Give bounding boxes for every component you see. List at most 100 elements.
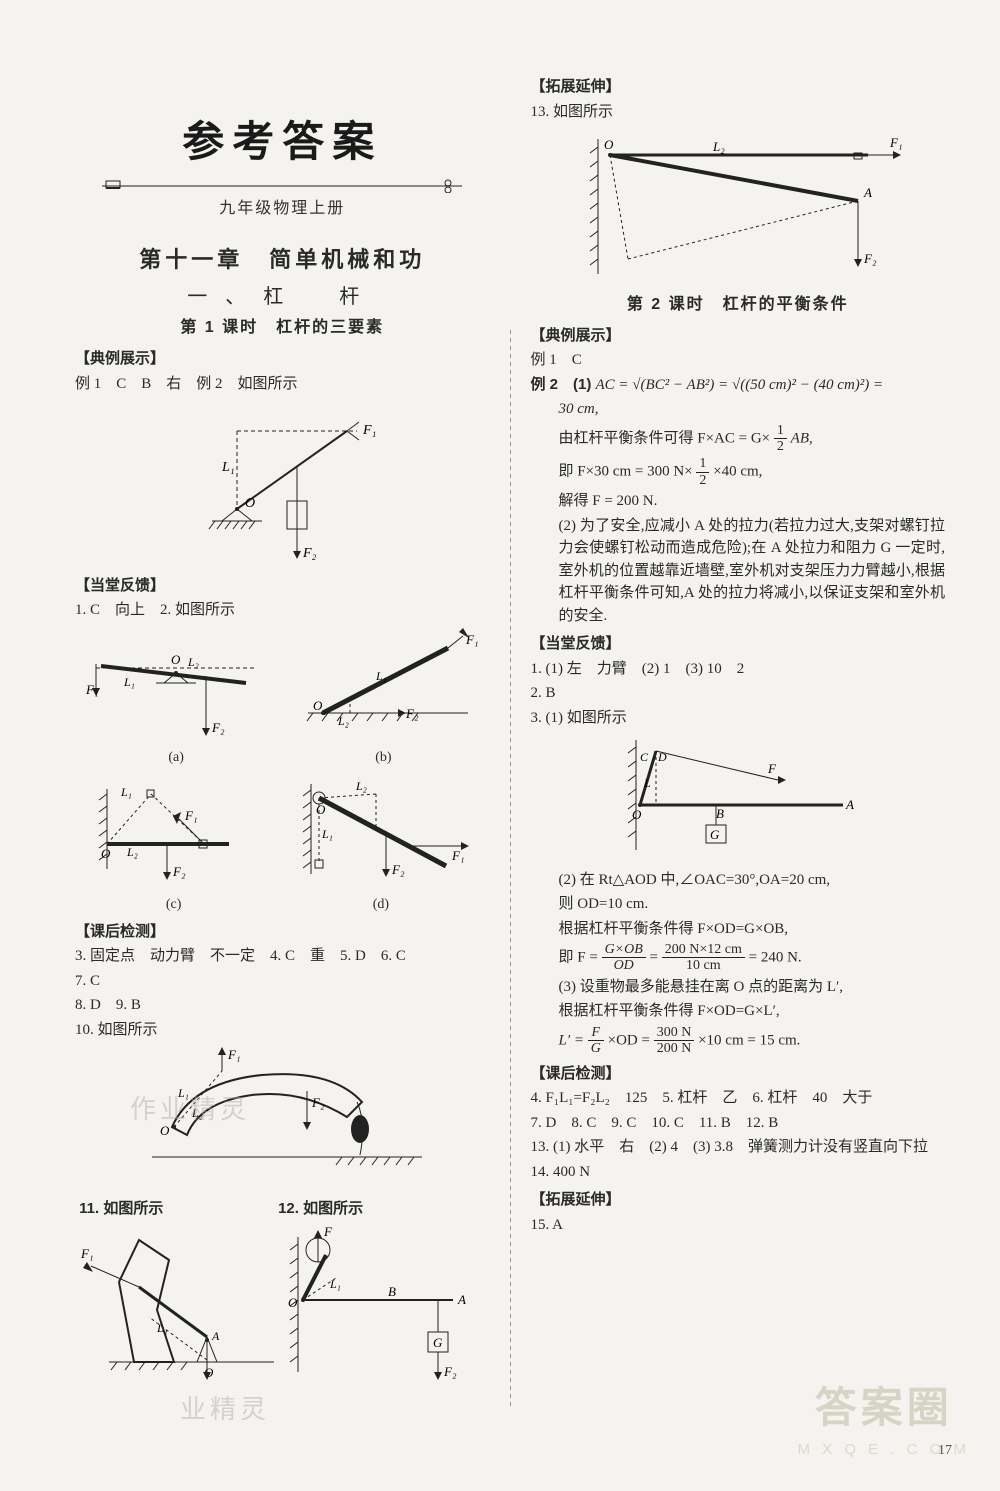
l2-ex2-l1-text: 由杠杆平衡条件可得 F×AC = G× [559, 430, 771, 446]
kh7: 7. C [75, 970, 490, 993]
svg-text:L₁: L₁ [375, 669, 387, 683]
svg-text:O: O [604, 137, 614, 152]
ghost-text-2: 业精灵 [180, 1390, 270, 1429]
fig-11: O L₁ F₁ A [79, 1222, 279, 1382]
svg-text:F₂: F₂ [302, 546, 317, 561]
f-num-d: 10 cm [662, 958, 745, 973]
fig-b-wrap: O L₂ F₂ L₁ F₁ (b) [288, 628, 478, 769]
l2-kh4: 4. F₁L₁=F₂L₂ 125 5. 杠杆 乙 6. 杠杆 40 大于 [531, 1087, 946, 1110]
fig-c-label: (c) [89, 894, 259, 915]
heading-kehou-1: 【课后检测】 [75, 921, 490, 944]
l2-kh7: 7. D 8. C 9. C 10. C 11. B 12. B [531, 1112, 946, 1135]
l2-ex2-pre: 例 2 (1) [531, 376, 596, 393]
l2-dt3-3c-c: ×10 cm = 15 cm. [698, 1032, 800, 1048]
svg-text:F₁: F₁ [80, 1246, 93, 1261]
heading-tuozhan-1: 【拓展延伸】 [531, 76, 946, 99]
heading-dangtang-2: 【当堂反馈】 [531, 633, 946, 656]
fig-ex2: F₁ L₁ O F₂ [75, 401, 490, 569]
fig-c-wrap: L₁ F₁ O L₂ F₂ (c) [89, 774, 259, 915]
l2-ex2-eq1: 例 2 (1) AC = √(BC² − AB²) = √((50 cm)² −… [531, 374, 946, 397]
svg-text:L₁: L₁ [156, 1321, 168, 1335]
l2-ex1: 例 1 C [531, 349, 946, 372]
heading-dangtang-1: 【当堂反馈】 [75, 575, 490, 598]
tz13: 13. 如图所示 [531, 101, 946, 124]
fig-a-wrap: O L₂ F₁ L₁ F₂ (a) [86, 628, 266, 769]
svg-text:O: O [632, 807, 642, 822]
l2-tz15: 15. A [531, 1214, 946, 1237]
fig-d-wrap: O L₁ L₂ F₂ F₁ (d) [286, 774, 476, 915]
svg-text:B: B [716, 806, 724, 821]
svg-text:L₁: L₁ [221, 460, 235, 475]
svg-text:A: A [863, 185, 872, 200]
svg-text:F₁: F₁ [451, 848, 464, 863]
section-1-name: 一、杠 杆 [75, 282, 490, 312]
l2-ex2-l2: 即 F×30 cm = 300 N× 12 ×40 cm, [531, 456, 946, 488]
svg-text:L₁: L₁ [321, 827, 333, 841]
l2-kh13: 13. (1) 水平 右 (2) 4 (3) 3.8 弹簧测力计没有竖直向下拉 [531, 1136, 946, 1159]
f-gob-d: OD [602, 958, 646, 973]
l2-ex2-l3: 解得 F = 200 N. [531, 490, 946, 513]
svg-text:F₂: F₂ [405, 706, 419, 721]
svg-text:L₁: L₁ [120, 785, 132, 799]
l2-ex2-eq1b: 30 cm, [531, 398, 946, 421]
svg-text:L₂: L₂ [126, 845, 138, 859]
svg-text:F₁: F₁ [362, 423, 376, 438]
svg-text:C: C [640, 750, 649, 764]
svg-text:F₂: F₂ [311, 1095, 325, 1110]
lesson-1-title: 第 1 课时 杠杆的三要素 [75, 316, 490, 340]
svg-text:O: O [171, 652, 181, 667]
fig-12: F O L₁ B A G F₂ [278, 1222, 488, 1382]
frac-half-n2: 1 [696, 456, 709, 472]
ghost-text-1: 作业精灵 [130, 1090, 250, 1129]
fig-a-label: (a) [86, 747, 266, 768]
svg-text:F₂: F₂ [172, 864, 186, 879]
svg-text:A: A [457, 1292, 466, 1307]
l2-kh14: 14. 400 N [531, 1161, 946, 1184]
l2-dt3-2d-c: = 240 N. [749, 949, 802, 965]
l2-dt3-3a: (3) 设重物最多能悬挂在离 O 点的距离为 L′, [531, 976, 946, 999]
l2-dt3-3b: 根据杠杆平衡条件得 F×OD=G×L′, [531, 1000, 946, 1023]
chapter-title: 第十一章 简单机械和功 [75, 243, 490, 276]
l2-dt3-2d: 即 F = G×OBOD = 200 N×12 cm10 cm = 240 N. [531, 942, 946, 974]
l2-ex2-l2a: 即 F×30 cm = 300 N× [559, 464, 693, 480]
svg-text:L₁: L₁ [123, 675, 135, 689]
l2-ex2-l1b: AB, [791, 430, 813, 446]
l2-ex2-p2: (2) 为了安全,应减小 A 处的拉力(若拉力过大,支架对螺钉拉力会使螺钉松动而… [531, 515, 946, 628]
f-gob-n: G×OB [602, 942, 646, 958]
l2-dt3-3c: L′ = FG ×OD = 300 N200 N ×10 cm = 15 cm. [531, 1025, 946, 1057]
frac-half-n1: 1 [774, 423, 787, 439]
kh11: 11. 如图所示 [79, 1198, 270, 1221]
fig-b-label: (b) [288, 747, 478, 768]
column-divider [510, 330, 511, 1410]
f-num-n: 200 N×12 cm [662, 942, 745, 958]
kh10: 10. 如图所示 [75, 1019, 490, 1042]
svg-text:F₁: F₁ [86, 682, 98, 697]
kh3: 3. 固定点 动力臂 不一定 4. C 重 5. D 6. C [75, 945, 490, 968]
heading-dianlizhansi-2: 【典例展示】 [531, 325, 946, 348]
svg-text:O: O [245, 496, 255, 511]
fig-13: O L₂ F₁ A F₂ [531, 129, 946, 287]
subtitle: 九年级物理上册 [75, 197, 490, 221]
svg-text:F₂: F₂ [443, 1364, 457, 1379]
svg-text:F: F [323, 1224, 333, 1239]
svg-text:L₂: L₂ [712, 139, 725, 154]
kh12: 12. 如图所示 [278, 1198, 485, 1221]
fig-l2-3: O C D L F B A G [531, 735, 946, 863]
fig-d-label: (d) [286, 894, 476, 915]
svg-text:O: O [313, 698, 323, 713]
heading-kehou-2: 【课后检测】 [531, 1063, 946, 1086]
f-300-n: 300 N [654, 1025, 695, 1041]
ex1-line: 例 1 C B 右 例 2 如图所示 [75, 373, 490, 396]
l2-dt3-2d-b: = [650, 949, 662, 965]
svg-text:F₁: F₁ [184, 808, 197, 823]
f-fg-n: F [588, 1025, 604, 1041]
kh8: 8. D 9. B [75, 994, 490, 1017]
watermark-small: M X Q E . C O M [797, 1439, 970, 1462]
title-rule [75, 179, 490, 193]
l2-dt3-3c-b: ×OD = [608, 1032, 654, 1048]
l2-dt3-2d-a: 即 F = [559, 949, 602, 965]
l2-ex2-l1: 由杠杆平衡条件可得 F×AC = G× 12 AB, [531, 423, 946, 455]
svg-text:L₂: L₂ [187, 655, 199, 669]
f-300-d: 200 N [654, 1041, 695, 1056]
svg-text:A: A [211, 1329, 220, 1343]
